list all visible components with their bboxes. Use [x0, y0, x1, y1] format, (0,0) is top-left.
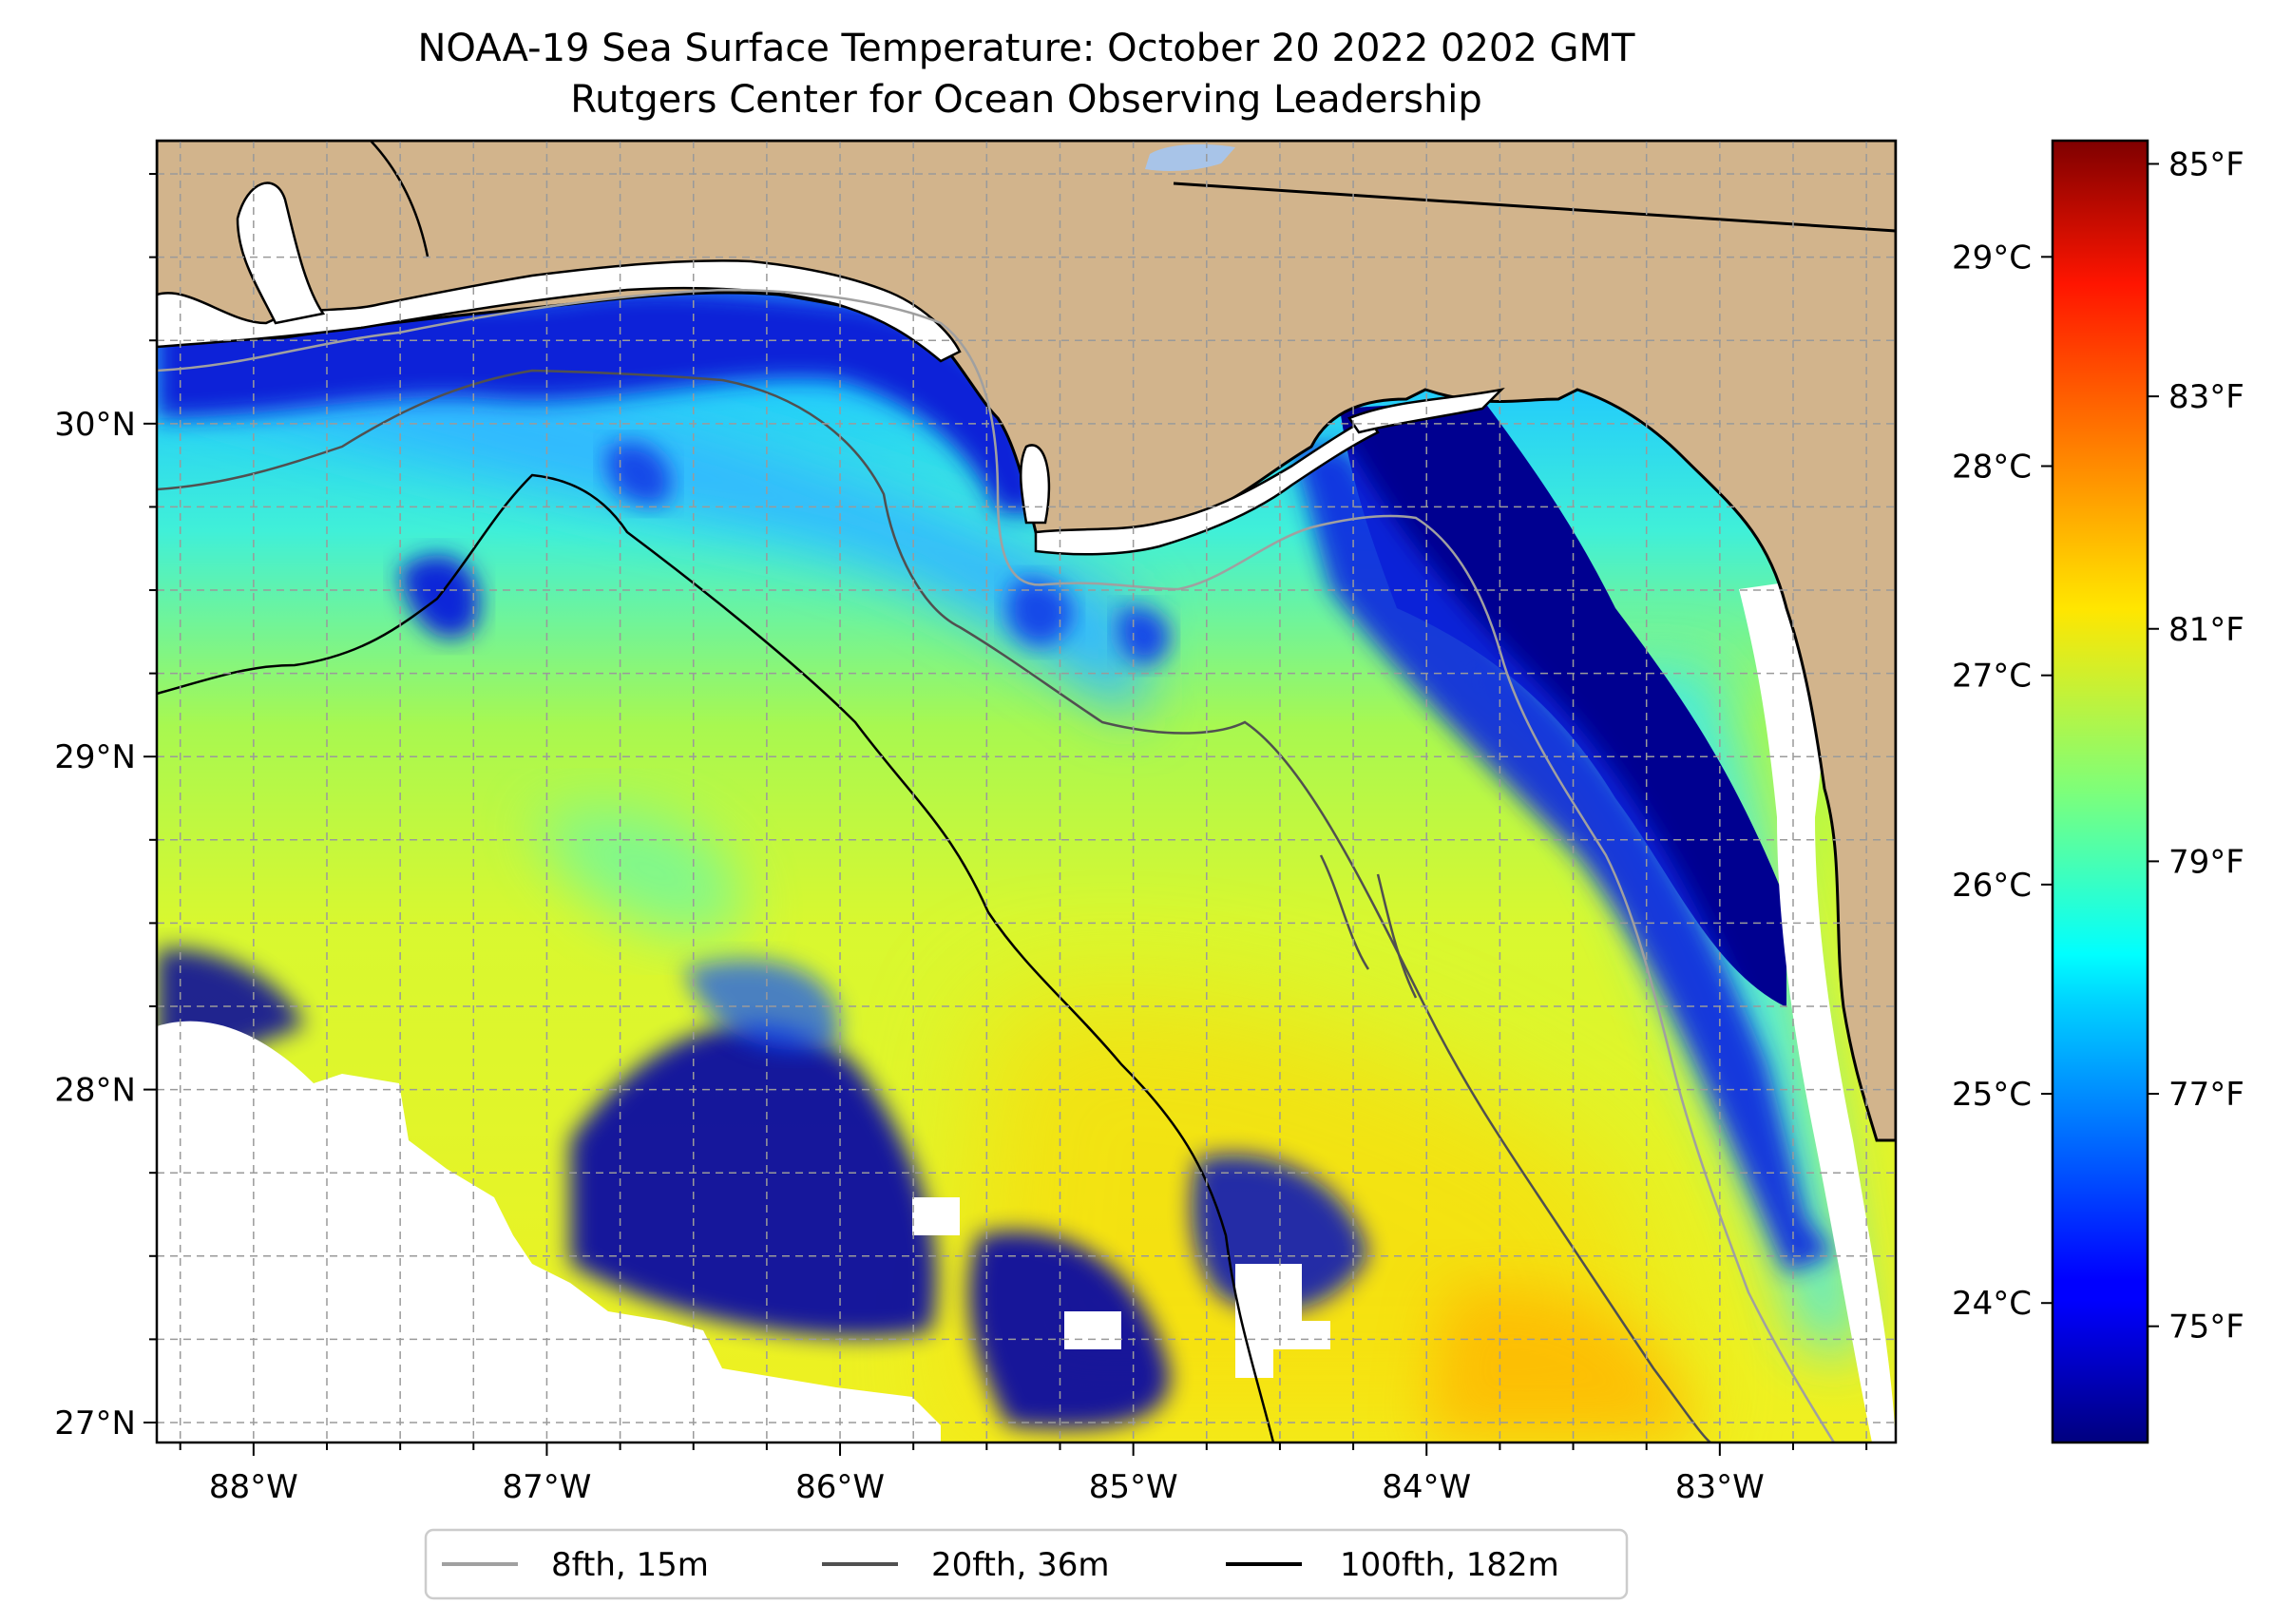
lon-ticks: 88°W 87°W 86°W 85°W 84°W 83°W: [179, 1442, 1868, 1506]
isobath-100fth: [157, 473, 1275, 1442]
lon-tick-label: 84°W: [1382, 1468, 1471, 1506]
lat-tick-label: 28°N: [54, 1072, 136, 1110]
nodata-patch-3: [1064, 1311, 1121, 1349]
figure-subtitle: Rutgers Center for Ocean Observing Leade…: [570, 78, 1482, 122]
coastal-white-strip: [157, 259, 962, 363]
colorbar-c-tick-label: 26°C: [1952, 867, 2032, 905]
legend-frame: [424, 1528, 1629, 1600]
colorbar: 75°F 77°F 79°F 81°F 83°F 85°F 24°C 25°C 26°C 27°…: [1952, 139, 2244, 1444]
colorbar-f-tick-label: 81°F: [2168, 611, 2244, 649]
lon-tick-label: 87°W: [502, 1468, 591, 1506]
lat-tick-label: 29°N: [54, 738, 136, 776]
nodata-coastal-fringe: [1739, 580, 1896, 1442]
cloud-scatter: [157, 948, 1368, 1429]
colorbar-f-tick-label: 77°F: [2168, 1076, 2244, 1114]
colorbar-c-tick-label: 28°C: [1952, 449, 2032, 487]
lon-tick-label: 88°W: [209, 1468, 298, 1506]
gridlines: [157, 141, 1896, 1442]
lon-tick-label: 85°W: [1089, 1468, 1178, 1506]
bay-inlet-2: [1019, 444, 1051, 525]
colorbar-c-tick-label: 25°C: [1952, 1076, 2032, 1114]
colorbar-c-tick-label: 27°C: [1952, 658, 2032, 696]
colorbar-celsius-ticks: 24°C 25°C 26°C 27°C 28°C 29°C: [1952, 239, 2053, 1323]
coastal-cold-band-west: [157, 285, 1045, 513]
legend-label-100fth: 100fth, 182m: [1340, 1546, 1559, 1584]
colorbar-c-tick-label: 29°C: [1952, 239, 2032, 277]
lon-tick-label: 83°W: [1675, 1468, 1765, 1506]
isobath-legend: 8fth, 15m 20fth, 36m 100fth, 182m: [424, 1528, 1629, 1600]
pensacola-bay: [236, 182, 326, 325]
lat-tick-label: 30°N: [54, 406, 136, 444]
nodata-patch-2: [912, 1197, 960, 1235]
nodata-patch-1: [1235, 1264, 1330, 1378]
isobath-8fth: [157, 288, 1836, 1442]
colorbar-f-tick-label: 79°F: [2168, 843, 2244, 881]
colorbar-fahrenheit-ticks: 75°F 77°F 79°F 81°F 83°F 85°F: [2148, 145, 2244, 1347]
lat-tick-label: 27°N: [54, 1404, 136, 1442]
map-panel: [157, 141, 1896, 1442]
land-mass: [157, 141, 1896, 1142]
lat-ticks: 27°N 28°N 29°N 30°N: [54, 173, 157, 1442]
colorbar-f-tick-label: 83°F: [2168, 378, 2244, 416]
lake: [1145, 143, 1235, 171]
colorbar-f-tick-label: 85°F: [2168, 145, 2244, 183]
big-bend-coast-strip: [1347, 387, 1505, 434]
lon-tick-label: 86°W: [795, 1468, 885, 1506]
colorbar-c-tick-label: 24°C: [1952, 1285, 2032, 1323]
figure-title: NOAA-19 Sea Surface Temperature: October…: [418, 27, 1636, 70]
isobath-20fth: [157, 369, 1711, 1442]
legend-label-20fth: 20fth, 36m: [931, 1546, 1110, 1584]
colorbar-f-tick-label: 75°F: [2168, 1309, 2244, 1347]
islands-outline: [1319, 854, 1418, 999]
nodata-region-southwest: [157, 1021, 941, 1442]
state-boundary: [1173, 182, 1896, 233]
legend-label-8fth: 8fth, 15m: [551, 1546, 709, 1584]
map-frame: [155, 139, 1898, 1444]
colorbar-gradient: [2051, 139, 2149, 1444]
state-boundary-west: [370, 141, 430, 258]
